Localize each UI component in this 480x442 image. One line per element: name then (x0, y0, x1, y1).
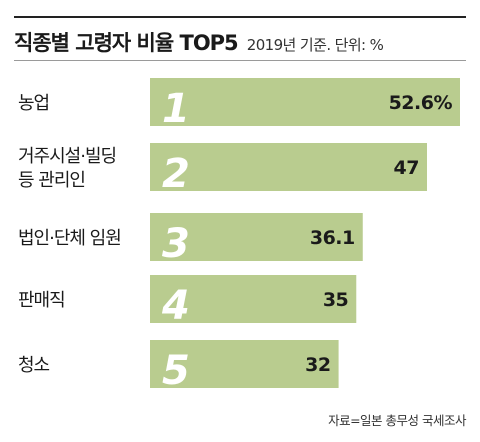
category-label-4: 판매직 (18, 290, 65, 311)
category-label-1: 농업 (18, 93, 49, 114)
bar-3 (150, 213, 363, 261)
source-note: 자료=일본 총무성 국세조사 (328, 413, 466, 428)
top-rule (14, 16, 466, 18)
chart-subtitle: 2019년 기준. 단위: % (246, 36, 384, 54)
value-label-2: 47 (394, 157, 419, 179)
header-divider (14, 60, 466, 61)
value-label-1: 52.6% (389, 92, 453, 114)
category-label-3: 법인·단체 임원 (18, 228, 121, 249)
value-label-3: 36.1 (310, 227, 355, 249)
category-label-2-line-2: 등 관리인 (18, 170, 85, 191)
rank-number-5: 5 (162, 348, 190, 394)
rank-number-3: 3 (162, 221, 190, 267)
bar-4 (150, 275, 357, 323)
value-label-5: 32 (305, 354, 330, 376)
bar-2 (150, 143, 427, 191)
rank-number-1: 1 (162, 86, 190, 132)
bar-1 (150, 78, 460, 126)
rank-number-4: 4 (161, 283, 190, 329)
value-label-4: 35 (323, 289, 348, 311)
chart-header: 직종별 고령자 비율 TOP5 2019년 기준. 단위: % (14, 27, 384, 57)
bar-5 (150, 340, 339, 388)
category-label-5: 청소 (18, 355, 50, 376)
rank-number-2: 2 (162, 151, 190, 197)
chart-title: 직종별 고령자 비율 TOP5 (14, 31, 239, 55)
category-label-2-line-1: 거주시설·빌딩 (18, 146, 116, 167)
